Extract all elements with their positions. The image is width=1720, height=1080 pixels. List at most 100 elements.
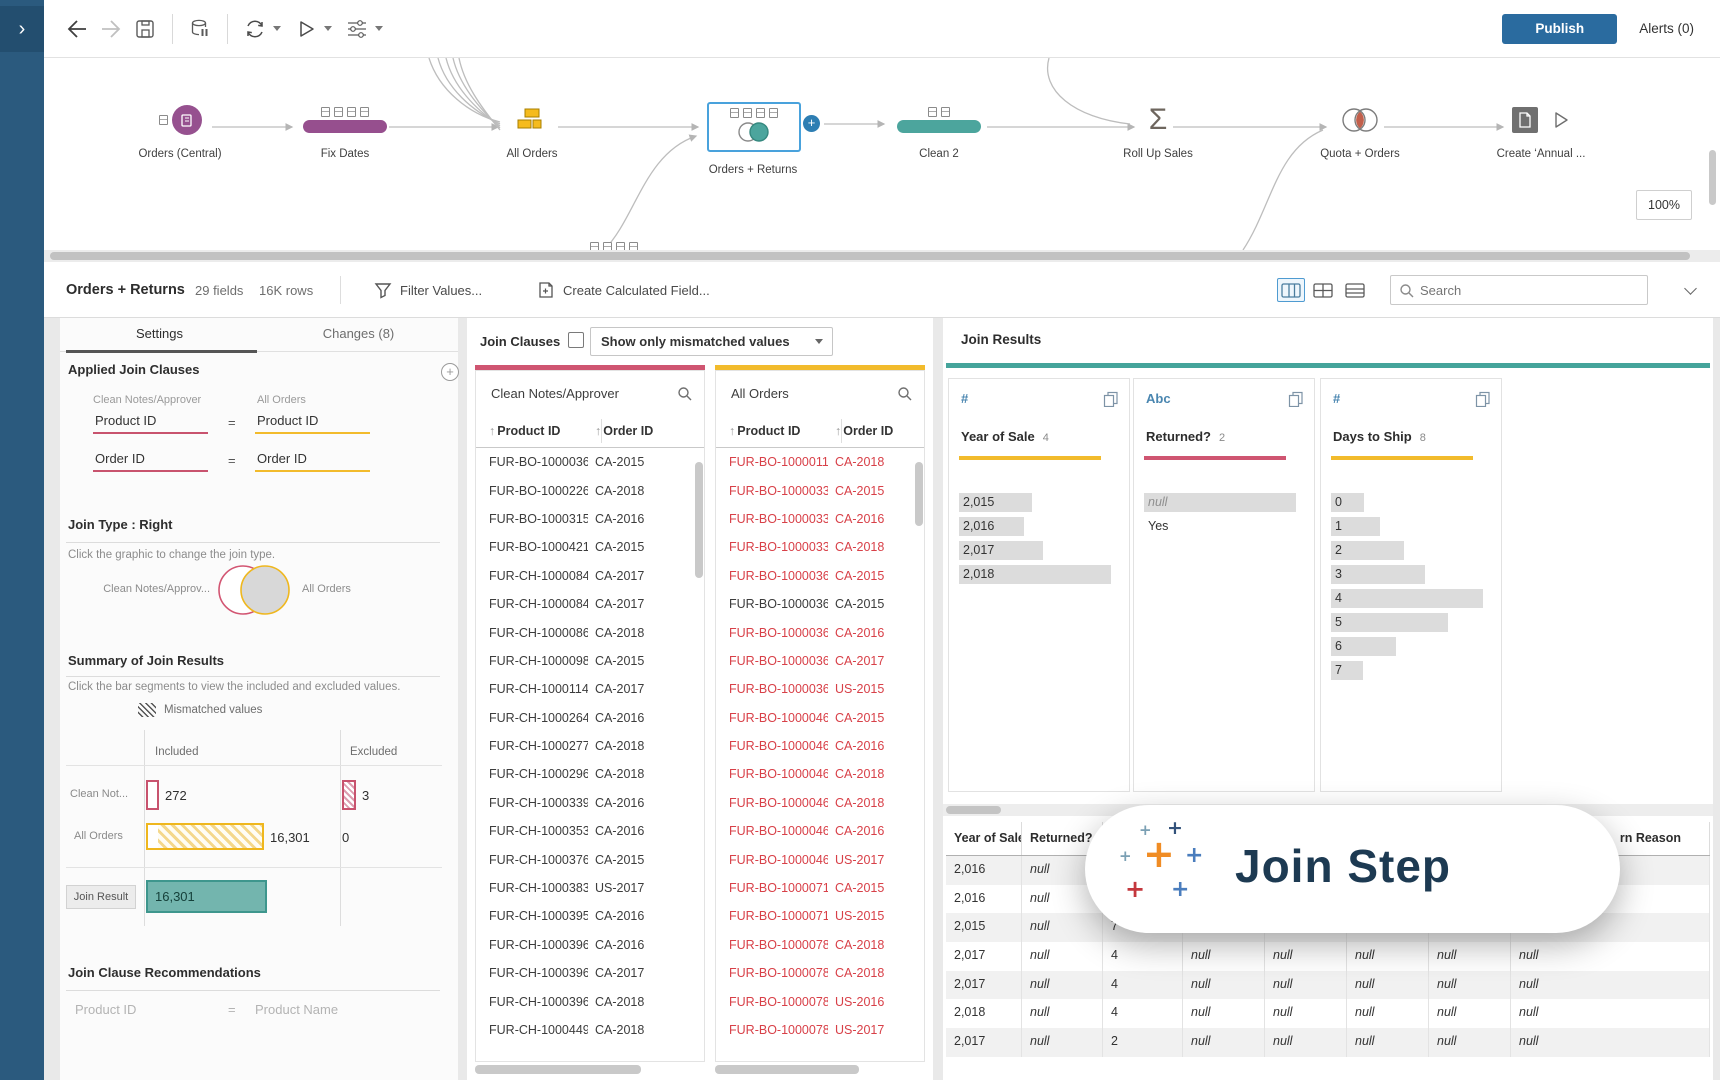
join-type-venn[interactable] bbox=[216, 562, 294, 618]
join-table-row[interactable]: FUR-CH-10003833 US-2017 bbox=[476, 874, 704, 902]
join-clause-operator[interactable]: = bbox=[228, 453, 236, 468]
publish-button[interactable]: Publish bbox=[1502, 13, 1618, 44]
join-table-row[interactable]: FUR-BO-10002268 CA-2018 bbox=[476, 476, 704, 504]
field-card-days-to-ship[interactable]: # Days to Ship 8 0 1 2 3 4 5 6 7 bbox=[1320, 378, 1502, 792]
grid-column-header[interactable]: rn Reason bbox=[1511, 822, 1710, 855]
column-header-order-id[interactable]: ↑ Order ID bbox=[835, 424, 894, 438]
flow-node-roll-up-sales[interactable]: Σ Roll Up Sales bbox=[1093, 98, 1223, 161]
join-table-row[interactable]: FUR-BO-10000468 CA-2015 bbox=[716, 704, 924, 732]
settings-dropdown-caret[interactable] bbox=[375, 26, 383, 31]
mismatched-values-dropdown[interactable]: Show only mismatched values bbox=[590, 327, 833, 356]
refresh-button[interactable] bbox=[238, 12, 272, 46]
join-table-row[interactable]: FUR-BO-10000468 CA-2018 bbox=[716, 760, 924, 788]
search-input[interactable] bbox=[1420, 282, 1620, 298]
value-row[interactable]: 2,016 bbox=[949, 515, 1129, 539]
grid-view-toggle[interactable] bbox=[1309, 278, 1337, 302]
list-view-toggle[interactable] bbox=[1341, 278, 1369, 302]
join-table-row[interactable]: FUR-BO-10000362 CA-2015 bbox=[476, 448, 704, 476]
join-table-row[interactable]: FUR-BO-10003159 CA-2016 bbox=[476, 505, 704, 533]
column-header-product-id[interactable]: ↑ Product ID bbox=[729, 424, 801, 438]
included-bar-all-orders[interactable] bbox=[146, 823, 264, 850]
field-type-icon[interactable]: # bbox=[961, 391, 969, 406]
join-table-row[interactable]: FUR-CH-10002774 CA-2018 bbox=[476, 732, 704, 760]
field-card-returned-[interactable]: Abc Returned? 2 null Yes bbox=[1133, 378, 1315, 792]
value-row[interactable]: 1 bbox=[1321, 515, 1501, 539]
create-calculated-field-button[interactable]: Create Calculated Field... bbox=[538, 262, 710, 318]
value-row[interactable]: 4 bbox=[1321, 587, 1501, 611]
join-clause-right-field[interactable]: Order ID bbox=[255, 451, 370, 472]
join-clause-left-field[interactable]: Product ID bbox=[93, 413, 208, 434]
join-table-row[interactable]: FUR-BO-10000362 US-2015 bbox=[716, 675, 924, 703]
value-row[interactable]: null bbox=[1134, 491, 1314, 515]
join-table-row[interactable]: FUR-CH-10001146 CA-2017 bbox=[476, 675, 704, 703]
value-row[interactable]: 0 bbox=[1321, 491, 1501, 515]
orders-table-hscrollbar[interactable] bbox=[715, 1065, 859, 1074]
add-join-clause-button[interactable]: + bbox=[441, 363, 459, 381]
grid-row[interactable]: 2,017 null 4 null null null null null bbox=[946, 970, 1710, 1000]
join-table-row[interactable]: FUR-CH-10003968 CA-2018 bbox=[476, 987, 704, 1015]
join-table-row[interactable]: FUR-BO-10000112 CA-2018 bbox=[716, 448, 924, 476]
search-icon[interactable] bbox=[897, 386, 912, 401]
tab-changes[interactable]: Changes (8) bbox=[322, 326, 395, 341]
grid-row[interactable]: 2,017 null 4 null null null null null bbox=[946, 942, 1710, 971]
join-clause-right-field[interactable]: Product ID bbox=[255, 413, 370, 434]
join-table-row[interactable]: FUR-BO-10000362 CA-2015 bbox=[716, 590, 924, 618]
field-card-year-of-sale[interactable]: # Year of Sale 4 2,015 2,016 2,017 2,018 bbox=[948, 378, 1130, 792]
join-result-bar[interactable]: 16,301 bbox=[146, 880, 267, 913]
flow-node-fix-dates[interactable]: Fix Dates bbox=[280, 98, 410, 160]
flow-settings-button[interactable] bbox=[340, 12, 374, 46]
join-table-row[interactable]: FUR-CH-10003396 CA-2016 bbox=[476, 789, 704, 817]
flow-node-clean-2[interactable]: Clean 2 bbox=[874, 98, 1004, 160]
join-table-row[interactable]: FUR-CH-10000847 CA-2017 bbox=[476, 562, 704, 590]
join-table-row[interactable]: FUR-BO-10000468 CA-2016 bbox=[716, 732, 924, 760]
orders-table-vscrollbar[interactable] bbox=[915, 462, 923, 526]
collapse-chevron[interactable] bbox=[1684, 282, 1698, 296]
join-table-row[interactable]: FUR-BO-10000711 CA-2015 bbox=[716, 874, 924, 902]
value-row[interactable]: 2,017 bbox=[949, 539, 1129, 563]
join-table-row[interactable]: FUR-CH-10003956 CA-2016 bbox=[476, 902, 704, 930]
join-table-row[interactable]: FUR-CH-10000847 CA-2017 bbox=[476, 590, 704, 618]
recommended-left-field[interactable]: Product ID bbox=[75, 1002, 137, 1017]
join-table-row[interactable]: FUR-BO-10000780 US-2016 bbox=[716, 987, 924, 1015]
join-table-row[interactable]: FUR-CH-10003535 CA-2016 bbox=[476, 817, 704, 845]
pause-data-updates-button[interactable] bbox=[183, 12, 217, 46]
flow-vertical-scrollbar[interactable] bbox=[1709, 150, 1716, 205]
recommended-right-field[interactable]: Product Name bbox=[255, 1002, 339, 1017]
join-table-row[interactable]: FUR-CH-10002961 CA-2018 bbox=[476, 760, 704, 788]
run-dropdown-caret[interactable] bbox=[324, 26, 332, 31]
field-type-icon[interactable]: # bbox=[1333, 391, 1341, 406]
value-row[interactable]: Yes bbox=[1134, 515, 1314, 539]
join-table-row[interactable]: FUR-BO-10000362 CA-2015 bbox=[716, 562, 924, 590]
value-row[interactable]: 5 bbox=[1321, 611, 1501, 635]
forward-button[interactable] bbox=[94, 12, 128, 46]
join-table-row[interactable]: FUR-BO-10000711 US-2015 bbox=[716, 902, 924, 930]
flow-node-create-annual[interactable]: Create ‘Annual ... bbox=[1466, 98, 1616, 160]
back-button[interactable] bbox=[60, 12, 94, 46]
join-table-row[interactable]: FUR-BO-10000780 CA-2018 bbox=[716, 959, 924, 987]
join-table-row[interactable]: FUR-BO-10000362 CA-2017 bbox=[716, 647, 924, 675]
join-table-row[interactable]: FUR-CH-10000988 CA-2015 bbox=[476, 647, 704, 675]
value-row[interactable]: 2,018 bbox=[949, 563, 1129, 587]
search-box[interactable] bbox=[1390, 275, 1648, 305]
join-table-row[interactable]: FUR-CH-10002647 CA-2016 bbox=[476, 704, 704, 732]
join-clause-left-field[interactable]: Order ID bbox=[93, 451, 208, 472]
value-row[interactable]: 3 bbox=[1321, 563, 1501, 587]
value-row[interactable]: 7 bbox=[1321, 659, 1501, 683]
flow-horizontal-scrollbar[interactable] bbox=[44, 250, 1720, 262]
clean-table-vscrollbar[interactable] bbox=[695, 462, 703, 578]
clean-table-hscrollbar[interactable] bbox=[475, 1065, 641, 1074]
join-table-row[interactable]: FUR-BO-10000330 CA-2016 bbox=[716, 505, 924, 533]
join-table-row[interactable]: FUR-BO-10000468 CA-2018 bbox=[716, 789, 924, 817]
tab-settings[interactable]: Settings bbox=[60, 318, 259, 353]
expand-panel-button[interactable]: › bbox=[0, 6, 44, 52]
join-table-row[interactable]: FUR-BO-10000780 CA-2018 bbox=[716, 931, 924, 959]
flow-canvas[interactable]: Orders (Central) Fix Dates All Orders bbox=[44, 58, 1720, 262]
grid-row[interactable]: 2,018 null 4 null null null null null bbox=[946, 999, 1710, 1029]
flow-node-quota-orders[interactable]: Quota + Orders bbox=[1295, 98, 1425, 160]
run-output-icon[interactable] bbox=[1552, 110, 1570, 130]
alerts-button[interactable]: Alerts (0) bbox=[1639, 21, 1694, 36]
flow-node-orders-central[interactable]: Orders (Central) bbox=[115, 98, 245, 160]
duplicate-field-icon[interactable] bbox=[1103, 391, 1119, 407]
join-table-row[interactable]: FUR-CH-10003761 CA-2015 bbox=[476, 845, 704, 873]
join-table-row[interactable]: FUR-BO-10000330 CA-2015 bbox=[716, 476, 924, 504]
